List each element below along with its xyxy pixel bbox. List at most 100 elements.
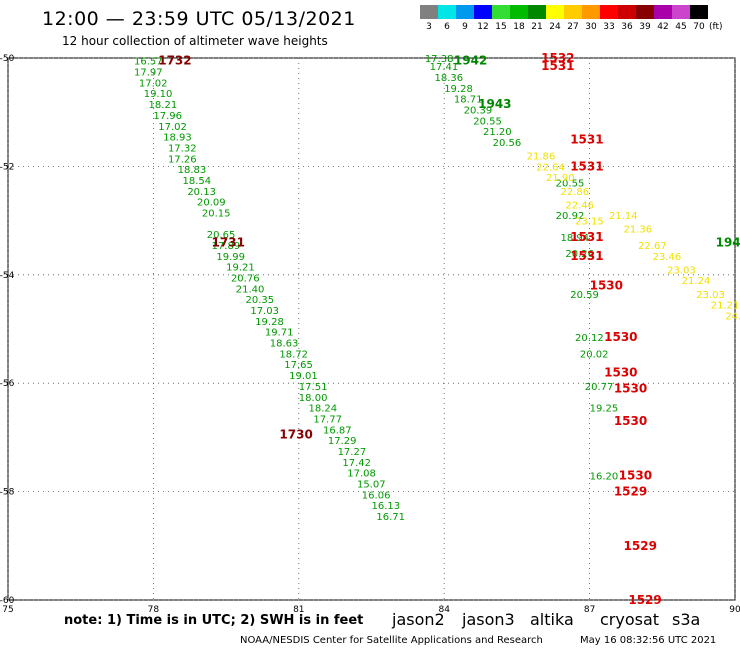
colorbar-label: 6 <box>444 22 450 32</box>
colorbar-swatch <box>546 5 564 19</box>
wave-height-label: 1943 <box>478 97 511 111</box>
colorbar-label: 3 <box>426 22 432 32</box>
wave-height-label: 18.71 <box>454 95 483 106</box>
wave-height-label: 17.02 <box>158 122 187 133</box>
wave-height-label: 1530 <box>619 468 652 482</box>
colorbar-swatch <box>420 5 438 19</box>
satellite-label-altika: altika <box>530 610 574 629</box>
wave-height-label: 22.64 <box>536 162 565 173</box>
wave-height-label: 1531 <box>570 159 603 173</box>
wave-height-label: 20.26 <box>565 249 594 260</box>
wave-height-label: 18.21 <box>149 100 178 111</box>
wave-height-label: 1731 <box>212 235 245 249</box>
colorbar-label: 42 <box>657 22 669 32</box>
latitude-tick-label: -58 <box>0 488 15 498</box>
wave-height-label: 1530 <box>614 414 647 428</box>
wave-height-label: 1732 <box>158 54 191 68</box>
colorbar-label: 70 <box>693 22 705 32</box>
wave-height-label: 19.10 <box>144 89 173 100</box>
wave-height-label: 17.08 <box>347 469 376 480</box>
page-title: 12:00 — 23:59 UTC 05/13/2021 <box>42 8 356 30</box>
wave-height-label: 20.65 <box>207 230 236 241</box>
wave-height-label: 20.55 <box>473 116 502 127</box>
wave-height-label: 17.41 <box>430 62 459 73</box>
colorbar-swatch <box>438 5 456 19</box>
colorbar-swatch <box>582 5 600 19</box>
wave-height-label: 1530 <box>604 365 637 379</box>
wave-height-label: 20.35 <box>245 295 274 306</box>
wave-height-label: 18.24 <box>308 404 337 415</box>
footer-org: NOAA/NESDIS Center for Satellite Applica… <box>240 635 543 646</box>
satellite-label-s3a: s3a <box>672 610 701 629</box>
colorbar-swatch <box>690 5 708 19</box>
wave-height-label: 21.90 <box>546 173 575 184</box>
wave-height-label: 21.21 <box>711 301 740 312</box>
wave-height-label: 19.99 <box>216 252 245 263</box>
wave-height-label: 19.01 <box>289 371 318 382</box>
colorbar-unit: (ft) <box>709 22 723 32</box>
wave-height-label: 19.28 <box>444 84 473 95</box>
wave-height-label: 20.15 <box>202 208 231 219</box>
wave-height-label: 18.72 <box>279 349 308 360</box>
wave-height-label: 24.1 <box>725 311 740 322</box>
wave-height-label: 1530 <box>590 279 623 293</box>
wave-height-label: 20.76 <box>231 274 260 285</box>
wave-height-label: 1944 <box>716 235 740 249</box>
satellite-label-jason3: jason3 <box>462 610 515 629</box>
wave-height-label: 17.96 <box>153 111 182 122</box>
wave-height-label: 20.92 <box>556 211 585 222</box>
wave-height-label: 19.21 <box>226 263 255 274</box>
wave-height-label: 23.46 <box>653 252 682 263</box>
wave-height-label: 21.24 <box>682 276 711 287</box>
colorbar-label: 21 <box>531 22 543 32</box>
wave-height-label: 17.27 <box>338 447 367 458</box>
wave-height-label: 20.13 <box>187 187 216 198</box>
satellite-label-jason2: jason2 <box>392 610 445 629</box>
wave-height-label: 20.09 <box>197 198 226 209</box>
wave-height-label: 18.00 <box>299 393 328 404</box>
wave-height-label: 16.06 <box>362 490 391 501</box>
colorbar-swatch <box>618 5 636 19</box>
wave-height-label: 21.86 <box>527 152 556 163</box>
wave-height-label: 22.46 <box>565 200 594 211</box>
wave-height-label: 20.12 <box>575 333 604 344</box>
longitude-tick-label: 78 <box>148 605 160 615</box>
colorbar-swatch <box>654 5 672 19</box>
wave-height-label: 17.42 <box>342 458 371 469</box>
wave-height-label: 22.86 <box>561 187 590 198</box>
colorbar-label: 45 <box>675 22 687 32</box>
wave-height-label: 17.32 <box>168 143 197 154</box>
wave-height-label: 1531 <box>570 230 603 244</box>
wave-height-label: 23.03 <box>696 290 725 301</box>
wave-height-label: 17.89 <box>212 241 241 252</box>
map-frame <box>7 57 736 601</box>
wave-height-label: 16.71 <box>376 512 405 523</box>
wave-height-label: 18.54 <box>182 176 211 187</box>
wave-height-label: 23.15 <box>575 217 604 228</box>
colorbar-swatch <box>564 5 582 19</box>
wave-height-label: 22.67 <box>638 241 667 252</box>
wave-height-label: 20.59 <box>570 290 599 301</box>
wave-height-label: 20.77 <box>585 382 614 393</box>
colorbar-label: 30 <box>585 22 597 32</box>
colorbar-label: 39 <box>639 22 651 32</box>
wave-height-label: 17.03 <box>250 306 279 317</box>
wave-height-label: 1942 <box>454 54 487 68</box>
colorbar-label: 36 <box>621 22 633 32</box>
colorbar-swatch <box>528 5 546 19</box>
colorbar-swatch <box>672 5 690 19</box>
wave-height-label: 1532 <box>541 51 574 65</box>
wave-height-label: 17.26 <box>168 154 197 165</box>
wave-height-label: 1531 <box>541 59 574 73</box>
colorbar-label: 24 <box>549 22 561 32</box>
wave-height-label: 1531 <box>570 132 603 146</box>
footer-timestamp: May 16 08:32:56 UTC 2021 <box>580 635 717 646</box>
wave-height-label: 21.14 <box>609 211 638 222</box>
colorbar-swatch <box>492 5 510 19</box>
longitude-tick-label: 75 <box>2 605 13 615</box>
wave-height-label: 20.02 <box>580 349 609 360</box>
wave-height-label: 20.55 <box>556 179 585 190</box>
wave-height-label: 16.20 <box>590 471 619 482</box>
satellite-label-cryosat: cryosat <box>600 610 660 629</box>
